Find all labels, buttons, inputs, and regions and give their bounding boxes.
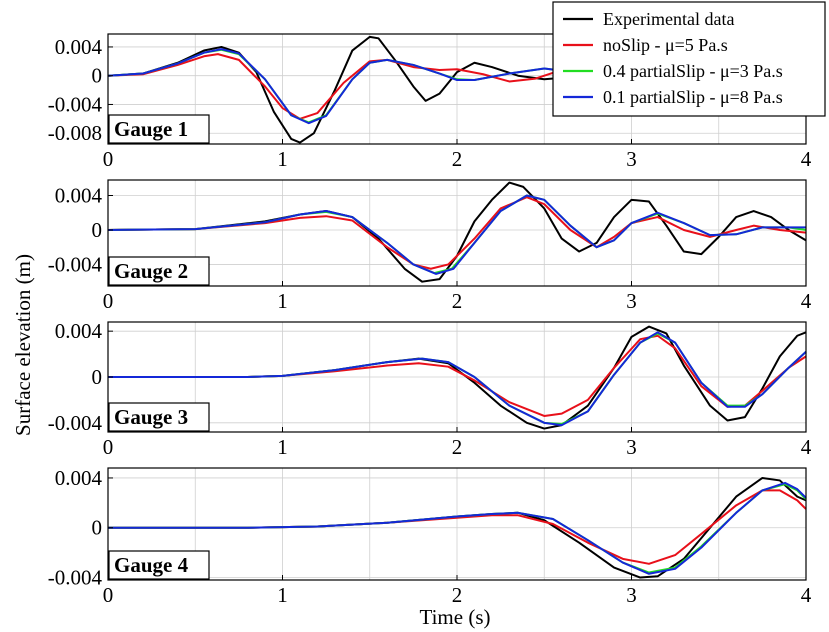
y-tick-label: 0 bbox=[92, 516, 103, 540]
series-line-noslip-5-pa-s bbox=[107, 53, 806, 120]
x-tick-label: 4 bbox=[801, 583, 812, 607]
x-tick-label: 1 bbox=[277, 289, 288, 313]
y-tick-label: 0.004 bbox=[55, 319, 103, 343]
gauge-label-box bbox=[108, 114, 210, 144]
y-tick-label: -0.004 bbox=[48, 252, 103, 276]
x-tick-label: 1 bbox=[277, 435, 288, 459]
series-line-0-1-partialslip-8-pa-s bbox=[107, 48, 806, 125]
y-tick-label: 0 bbox=[92, 365, 103, 389]
x-tick-label: 1 bbox=[277, 147, 288, 171]
gauge-label-box bbox=[108, 402, 210, 432]
y-tick-label: -0.008 bbox=[48, 121, 102, 145]
series-line-noslip-5-pa-s bbox=[107, 196, 807, 270]
series-line-0-1-partialslip-8-pa-s bbox=[107, 194, 806, 275]
y-tick-label: -0.004 bbox=[48, 92, 103, 116]
x-tick-label: 0 bbox=[103, 435, 114, 459]
y-tick-label: 0.004 bbox=[55, 184, 103, 208]
x-tick-label: 2 bbox=[452, 289, 463, 313]
series-line-0-1-partialslip-8-pa-s bbox=[108, 481, 807, 575]
x-tick-label: 3 bbox=[626, 289, 637, 313]
legend-entry-0-1-partialslip-8-pa-s: 0.1 partialSlip - μ=8 Pa.s bbox=[603, 87, 783, 107]
gauge-label: Gauge 3 bbox=[114, 405, 188, 429]
y-tick-label: -0.004 bbox=[48, 411, 103, 435]
legend-entry-noslip-5-pa-s: noSlip - μ=5 Pa.s bbox=[603, 35, 728, 55]
x-tick-label: 0 bbox=[103, 583, 114, 607]
y-axis-label: Surface elevation (m) bbox=[11, 254, 35, 436]
legend-entry-0-4-partialslip-3-pa-s: 0.4 partialSlip - μ=3 Pa.s bbox=[603, 61, 783, 81]
x-axis-label: Time (s) bbox=[420, 605, 491, 629]
series-line-0-1-partialslip-8-pa-s bbox=[108, 331, 807, 427]
y-tick-label: 0.004 bbox=[55, 35, 103, 59]
gauge-label-box bbox=[108, 256, 210, 286]
y-tick-label: 0 bbox=[92, 218, 103, 242]
gauge-label: Gauge 2 bbox=[114, 259, 188, 283]
gauge-label: Gauge 1 bbox=[114, 117, 188, 141]
y-tick-label: -0.004 bbox=[48, 566, 103, 590]
gauge-label: Gauge 4 bbox=[114, 553, 189, 577]
legend-box bbox=[552, 1, 826, 117]
x-tick-label: 4 bbox=[801, 147, 812, 171]
x-tick-label: 0 bbox=[103, 147, 114, 171]
y-tick-label: 0.004 bbox=[55, 466, 103, 490]
x-tick-label: 0 bbox=[103, 289, 114, 313]
x-tick-label: 4 bbox=[801, 435, 812, 459]
x-tick-label: 3 bbox=[626, 147, 637, 171]
x-tick-label: 2 bbox=[452, 435, 463, 459]
x-tick-label: 1 bbox=[277, 583, 288, 607]
legend-entry-experimental-data: Experimental data bbox=[603, 9, 734, 29]
x-tick-label: 4 bbox=[801, 289, 812, 313]
gauge-label-box bbox=[108, 550, 210, 580]
x-tick-label: 2 bbox=[452, 583, 463, 607]
x-tick-label: 3 bbox=[626, 435, 637, 459]
legend: Experimental data noSlip - μ=5 Pa.s 0.4 pa… bbox=[552, 1, 826, 117]
x-tick-label: 3 bbox=[626, 583, 637, 607]
x-tick-label: 2 bbox=[452, 147, 463, 171]
y-tick-label: 0 bbox=[92, 64, 103, 88]
